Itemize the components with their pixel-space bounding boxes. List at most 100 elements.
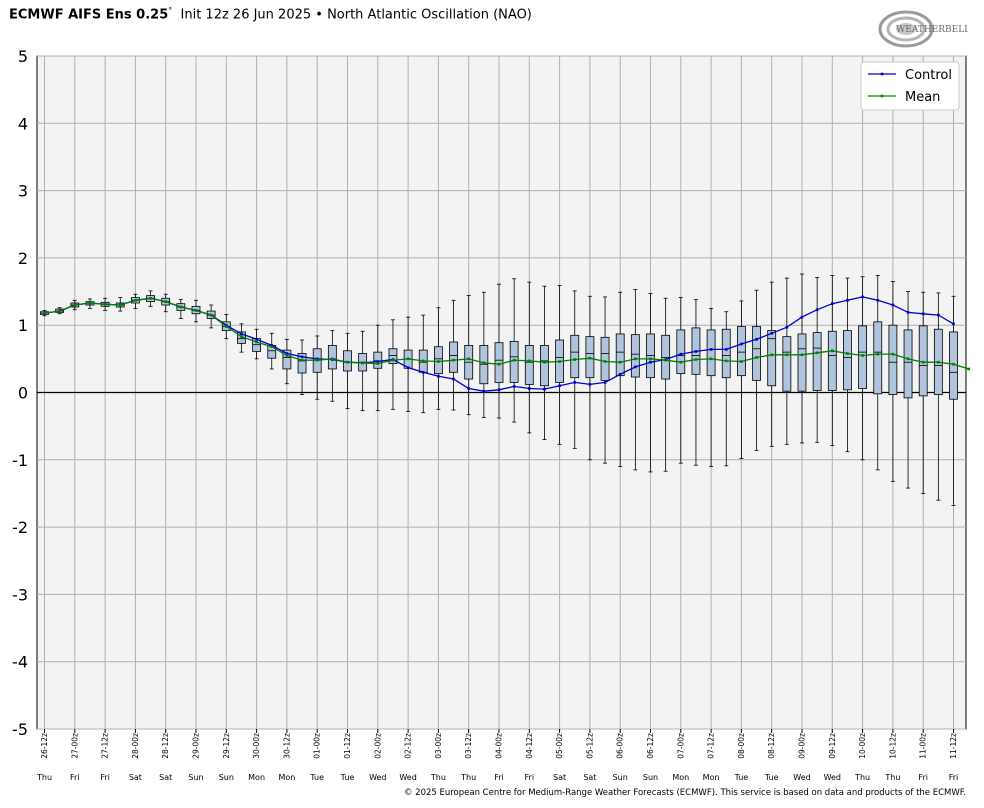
x-day-label: Thu — [884, 773, 900, 782]
ensemble-box — [706, 329, 716, 377]
x-day-label: Sat — [553, 773, 566, 782]
x-day-label: Wed — [793, 773, 810, 782]
ensemble-box — [524, 344, 534, 385]
ensemble-box — [388, 348, 398, 364]
control-point — [467, 387, 470, 390]
x-tick-label: 29-00z — [192, 733, 201, 759]
y-tick-label: 1 — [18, 316, 28, 335]
x-tick-label: 10-00z — [858, 733, 867, 759]
mean-point — [815, 351, 819, 355]
mean-point — [361, 361, 364, 365]
control-point — [694, 350, 698, 353]
control-point — [770, 331, 773, 335]
x-tick-label: 02-12z — [404, 733, 413, 759]
x-tick-label: 28-12z — [161, 733, 170, 759]
x-day-label: Thu — [460, 773, 476, 782]
control-point — [588, 383, 592, 386]
x-day-label: Fri — [70, 773, 80, 782]
control-point — [846, 298, 849, 302]
control-point — [437, 375, 440, 378]
mean-point — [209, 313, 213, 317]
x-tick-label: 30-12z — [282, 733, 291, 759]
mean-point — [512, 358, 516, 362]
mean-point — [528, 359, 531, 363]
title-model: ECMWF AIFS Ens 0.25 — [9, 7, 169, 23]
ensemble-box — [449, 341, 458, 373]
control-point — [270, 344, 274, 347]
control-point — [740, 342, 743, 346]
x-tick-label: 11-00z — [919, 733, 928, 759]
mean-point — [679, 360, 683, 364]
ensemble-box — [752, 326, 761, 381]
mean-point — [573, 358, 577, 361]
x-tick-label: 09-00z — [798, 733, 807, 759]
x-tick-label: 04-00z — [495, 733, 504, 759]
x-tick-label: 04-12z — [525, 733, 534, 759]
mean-point — [406, 357, 410, 361]
mean-point — [921, 360, 925, 364]
logo-text: WEATHERBELL — [896, 25, 968, 35]
mean-point — [906, 357, 910, 361]
series-lines — [43, 295, 970, 393]
mean-point — [649, 357, 652, 361]
mean-point — [861, 354, 864, 357]
ensemble-box — [737, 326, 746, 377]
control-point — [831, 302, 834, 305]
ensemble-box — [630, 334, 640, 378]
legend-label: Control — [905, 68, 952, 83]
x-day-label: Fri — [100, 773, 110, 782]
mean-point — [194, 309, 198, 312]
mean-point — [331, 357, 334, 361]
mean-point — [770, 353, 773, 357]
mean-point — [967, 367, 970, 371]
y-tick-label: 4 — [18, 114, 28, 133]
y-tick-labels: 5 4 3 2 1 0 -1 -2 -3 -4 -5 — [12, 47, 28, 739]
mean-point — [467, 357, 470, 361]
x-tick-label: 02-00z — [373, 733, 382, 759]
legend-marker — [880, 94, 884, 98]
x-tick-label: 27-12z — [101, 733, 110, 759]
control-point — [512, 385, 516, 388]
mean-point — [937, 360, 940, 364]
x-tick-label: 09-12z — [828, 733, 837, 759]
control-point — [649, 360, 652, 364]
ensemble-box — [433, 346, 443, 375]
control-point — [240, 332, 243, 336]
x-tick-label: 29-12z — [222, 733, 231, 759]
x-tick-label: 05-12z — [585, 733, 594, 759]
mean-point — [285, 354, 289, 357]
mean-point — [255, 340, 258, 344]
control-point — [724, 348, 728, 351]
control-point — [497, 388, 501, 392]
x-tick-label: 06-12z — [646, 733, 655, 759]
mean-point — [346, 360, 349, 364]
x-tick-label: 03-12z — [464, 733, 473, 759]
ensemble-box — [373, 351, 383, 369]
mean-point — [391, 358, 395, 362]
mean-point — [437, 360, 440, 363]
x-day-label: Wed — [369, 773, 386, 782]
control-point — [785, 325, 789, 329]
x-day-label: Thu — [854, 773, 870, 782]
ensemble-box — [540, 344, 549, 387]
ensemble-box — [509, 340, 519, 383]
mean-point — [452, 358, 455, 362]
mean-series-line — [44, 297, 969, 370]
mean-point — [831, 349, 834, 353]
mean-point — [694, 358, 698, 361]
x-day-label: Sun — [219, 773, 234, 782]
mean-point — [58, 309, 61, 313]
mean-point — [588, 356, 592, 360]
ensemble-box — [676, 329, 686, 375]
mean-point — [88, 301, 92, 305]
mean-point — [785, 353, 789, 357]
control-point — [543, 387, 546, 391]
x-day-label: Mon — [672, 773, 689, 782]
y-tick-label: -4 — [12, 653, 28, 672]
x-day-label: Fri — [918, 773, 928, 782]
ensemble-box — [858, 325, 867, 389]
mean-point — [482, 361, 486, 365]
mean-point — [270, 345, 274, 349]
ensemble-box — [494, 342, 504, 383]
